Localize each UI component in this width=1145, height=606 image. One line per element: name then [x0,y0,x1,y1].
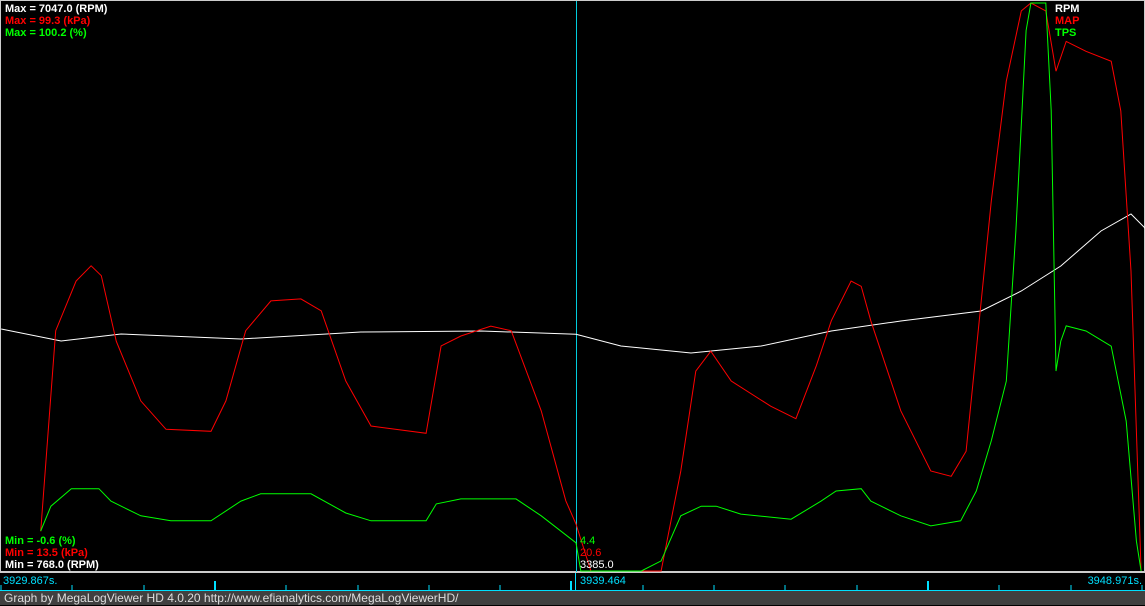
tps-min-label: Min = -0.6 (%) [5,535,76,547]
map-min-label: Min = 13.5 (kPa) [5,547,88,559]
series-line-map [40,2,1142,572]
chart-svg [1,1,1145,573]
time-axis[interactable]: 3929.867s. 3939.464 3948.971s. [0,572,1145,591]
axis-cursor-label: 3939.464 [580,575,626,587]
axis-ticks [0,573,1143,591]
rpm-max-label: Max = 7047.0 (RPM) [5,3,108,15]
axis-end-label: 3948.971s. [1087,575,1142,587]
series-line-rpm [1,213,1145,354]
cursor-value-rpm: 3385.0 [580,559,614,571]
plot-area[interactable]: Max = 7047.0 (RPM) Max = 99.3 (kPa) Max … [0,0,1145,573]
cursor-value-map: 20.6 [580,547,602,559]
axis-start-label: 3929.867s. [3,575,58,587]
rpm-min-label: Min = 768.0 (RPM) [5,559,99,571]
legend-rpm[interactable]: RPM [1055,3,1080,15]
legend-map[interactable]: MAP [1055,15,1080,27]
footer-credit: Graph by MegaLogViewer HD 4.0.20 http://… [0,590,1145,605]
legend-tps[interactable]: TPS [1055,27,1077,39]
series-line-tps [40,2,1142,572]
cursor-value-tps: 4.4 [580,535,596,547]
map-max-label: Max = 99.3 (kPa) [5,15,91,27]
tps-max-label: Max = 100.2 (%) [5,27,87,39]
